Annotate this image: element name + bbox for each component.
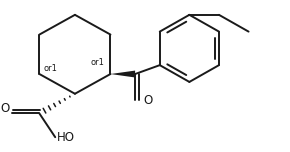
Text: or1: or1 — [44, 64, 57, 73]
Text: O: O — [1, 102, 10, 115]
Polygon shape — [110, 71, 135, 78]
Text: or1: or1 — [91, 58, 105, 67]
Text: O: O — [143, 94, 152, 107]
Text: HO: HO — [57, 131, 75, 144]
